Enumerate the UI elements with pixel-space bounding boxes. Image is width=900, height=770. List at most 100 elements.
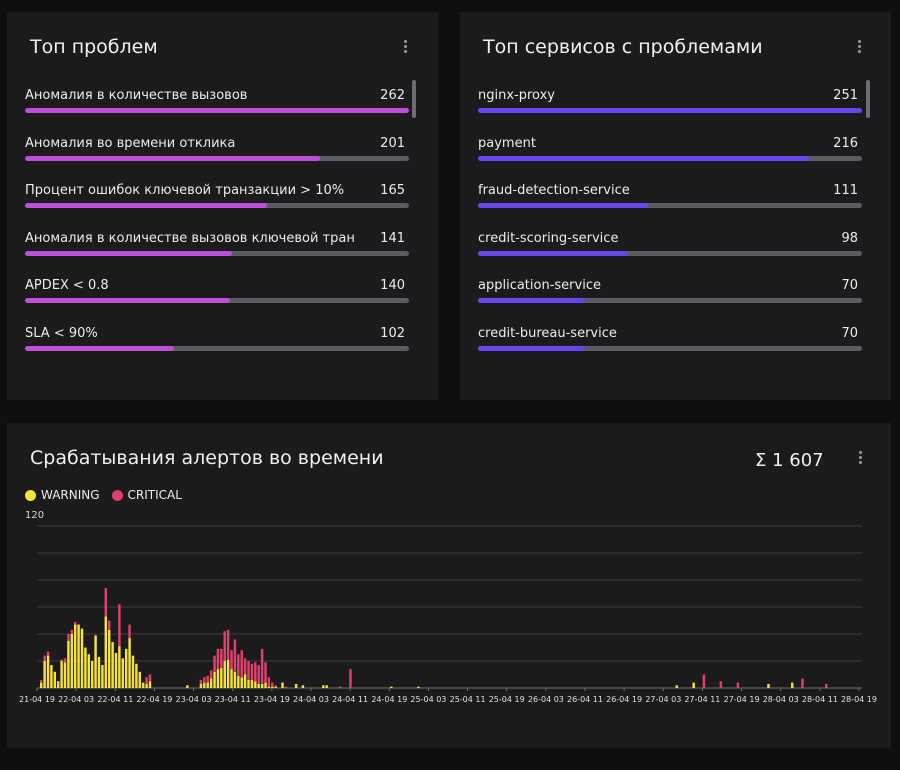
bar-warning[interactable] [97,656,101,688]
bar-critical[interactable] [233,639,237,672]
bar-warning[interactable] [223,661,226,688]
bar-critical[interactable] [128,624,131,639]
scrollbar[interactable] [866,80,870,118]
legend-item-warning[interactable]: WARNING [25,488,100,502]
bar-warning[interactable] [199,683,203,688]
scrollbar[interactable] [412,80,416,118]
bar-critical[interactable] [226,629,230,660]
problem-row[interactable]: Аномалия во времени отклика 201 [25,136,409,176]
bar-critical[interactable] [250,663,254,680]
more-options-icon[interactable] [859,451,863,467]
bar-critical[interactable] [736,682,740,688]
bar-critical[interactable] [118,604,121,647]
bar-warning[interactable] [216,669,220,688]
bar-warning[interactable] [267,686,271,688]
problem-row[interactable]: SLA < 90% 102 [25,326,409,366]
bar-critical[interactable] [145,677,148,684]
bar-critical[interactable] [60,659,63,661]
bar-warning[interactable] [325,685,328,688]
bar-critical[interactable] [216,648,220,670]
bar-warning[interactable] [230,669,233,688]
bar-critical[interactable] [203,677,206,683]
bar-critical[interactable] [240,650,243,678]
service-row[interactable]: credit-bureau-service 70 [478,326,862,366]
service-row[interactable]: nginx-proxy 251 [478,88,862,128]
service-row[interactable]: fraud-detection-service 111 [478,183,862,223]
bar-warning[interactable] [80,628,84,688]
bar-critical[interactable] [349,669,352,688]
bar-critical[interactable] [247,661,250,680]
bar-critical[interactable] [107,620,111,630]
bar-critical[interactable] [339,686,342,688]
bar-warning[interactable] [675,685,678,688]
bar-warning[interactable] [281,682,284,688]
bar-critical[interactable] [271,682,274,687]
bar-warning[interactable] [301,685,305,688]
bar-warning[interactable] [767,683,770,688]
bar-warning[interactable] [250,679,254,688]
bar-critical[interactable] [206,675,209,683]
bar-critical[interactable] [70,629,74,634]
bar-critical[interactable] [43,655,46,661]
service-row[interactable]: payment 216 [478,136,862,176]
bar-warning[interactable] [247,679,250,688]
bar-warning[interactable] [243,674,247,689]
bar-warning[interactable] [70,634,74,688]
bar-warning[interactable] [43,661,46,688]
bar-warning[interactable] [50,665,53,688]
bar-warning[interactable] [135,663,138,688]
legend-item-critical[interactable]: CRITICAL [111,488,182,502]
bar-warning[interactable] [94,635,97,688]
bar-warning[interactable] [209,678,213,688]
bar-critical[interactable] [148,674,152,682]
bar-warning[interactable] [145,683,148,688]
bar-warning[interactable] [417,686,420,688]
bar-critical[interactable] [73,621,77,625]
bar-critical[interactable] [63,658,67,663]
bar-critical[interactable] [237,654,240,676]
bar-warning[interactable] [226,659,230,688]
bar-warning[interactable] [138,671,141,688]
bar-critical[interactable] [209,670,213,679]
bar-warning[interactable] [274,686,277,688]
bar-warning[interactable] [791,682,794,688]
bar-warning[interactable] [390,686,393,688]
bar-critical[interactable] [284,686,288,688]
bar-warning[interactable] [40,682,43,688]
bar-critical[interactable] [257,665,260,684]
bar-warning[interactable] [260,683,264,688]
bar-warning[interactable] [203,682,206,688]
more-options-icon[interactable] [858,40,862,56]
bar-critical[interactable] [254,662,257,682]
bar-critical[interactable] [243,658,247,675]
bar-critical[interactable] [825,683,828,688]
bar-warning[interactable] [322,685,325,688]
bar-warning[interactable] [141,682,145,688]
bar-critical[interactable] [199,679,203,684]
bar-warning[interactable] [240,677,243,688]
bar-warning[interactable] [121,658,125,688]
bar-critical[interactable] [260,648,264,684]
bar-warning[interactable] [111,642,114,688]
bar-warning[interactable] [60,661,63,688]
bar-critical[interactable] [702,674,706,689]
bar-warning[interactable] [107,629,111,688]
bar-warning[interactable] [233,671,237,688]
bar-critical[interactable] [230,650,233,670]
bar-warning[interactable] [206,682,209,688]
bar-warning[interactable] [114,652,118,688]
bar-warning[interactable] [63,662,67,688]
bar-warning[interactable] [220,667,223,688]
bar-warning[interactable] [271,686,274,688]
bar-warning[interactable] [90,661,94,688]
bar-critical[interactable] [274,685,277,687]
bar-critical[interactable] [267,677,271,687]
bar-warning[interactable] [237,675,240,688]
bar-warning[interactable] [104,616,108,688]
bar-warning[interactable] [257,683,260,688]
bar-warning[interactable] [118,646,121,688]
bar-warning[interactable] [254,681,257,688]
bar-critical[interactable] [220,648,223,668]
bar-critical[interactable] [719,681,723,688]
bar-warning[interactable] [186,685,189,688]
